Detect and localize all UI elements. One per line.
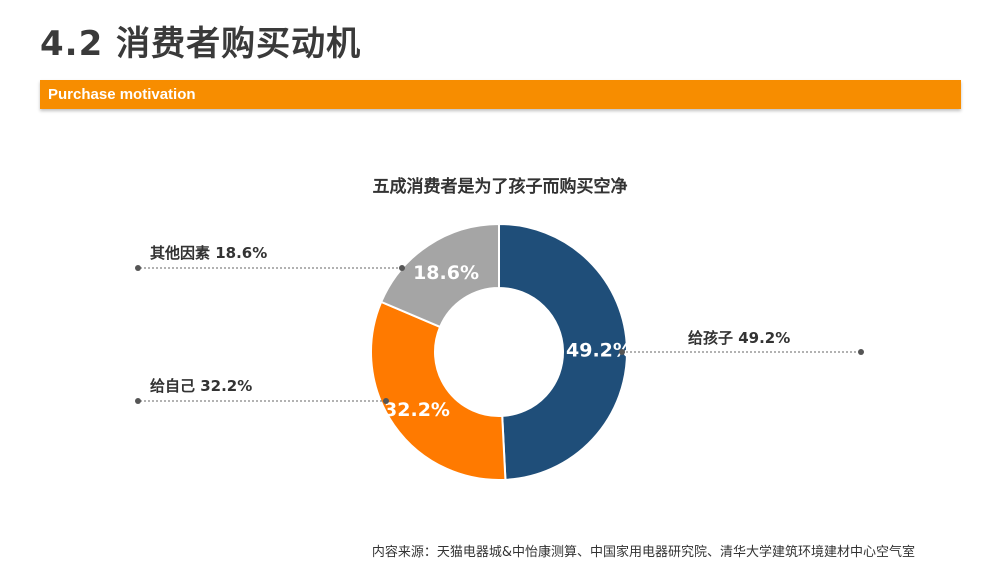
section-banner: Purchase motivation <box>40 80 961 109</box>
chart-title: 五成消费者是为了孩子而购买空净 <box>372 177 628 197</box>
slice-value-label-2: 18.6% <box>413 262 479 284</box>
callout-dot-2-0 <box>399 265 405 271</box>
callout-dot-0-0 <box>619 349 625 355</box>
callout-label-1: 给自己 32.2% <box>150 377 252 395</box>
callout-dot-1-1 <box>135 398 141 404</box>
callout-dot-1-0 <box>383 398 389 404</box>
callout-label-2: 其他因素 18.6% <box>150 244 267 262</box>
slice-1 <box>370 300 507 481</box>
slice-value-label-1: 32.2% <box>384 399 450 421</box>
slice-0 <box>498 222 628 481</box>
callout-label-0: 给孩子 49.2% <box>688 329 790 347</box>
source-note: 内容来源：天猫电器城&中怡康测算、中国家用电器研究院、清华大学建筑环境建材中心空… <box>371 545 915 560</box>
banner-label: Purchase motivation <box>48 86 196 103</box>
callout-dot-2-1 <box>135 265 141 271</box>
page-title: 4.2 消费者购买动机 <box>40 24 362 64</box>
slice-value-label-0: 49.2% <box>566 339 632 361</box>
callout-dot-0-1 <box>858 349 864 355</box>
slice-2 <box>379 222 500 329</box>
